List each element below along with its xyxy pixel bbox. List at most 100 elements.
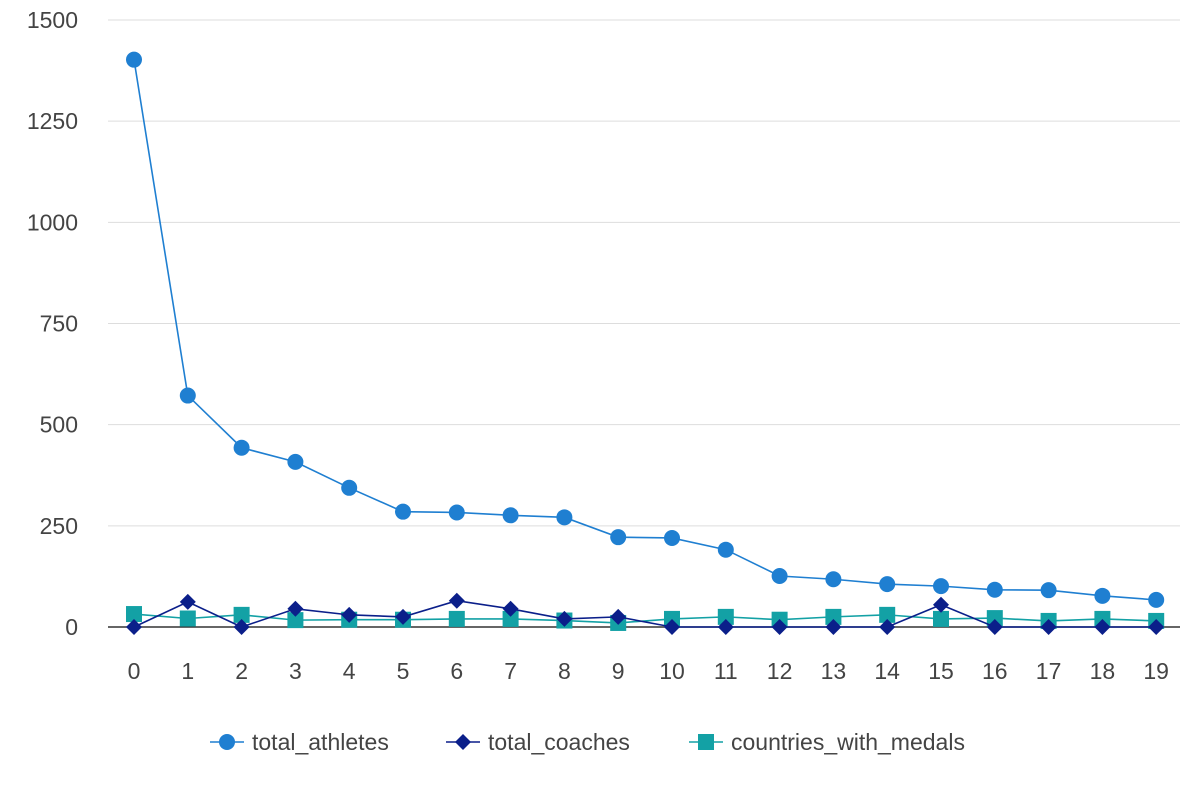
legend-label-total_coaches: total_coaches bbox=[488, 729, 630, 755]
legend-label-countries_with_medals: countries_with_medals bbox=[731, 729, 965, 755]
data-point-countries_with_medals-6 bbox=[448, 610, 465, 627]
x-tick-label-18: 18 bbox=[1090, 658, 1116, 684]
series-line-total_coaches bbox=[133, 599, 1157, 628]
data-point-total_coaches-8 bbox=[556, 610, 573, 627]
data-point-total_athletes-4 bbox=[341, 479, 358, 496]
data-point-total_athletes-15 bbox=[933, 578, 949, 595]
x-tick-label-4: 4 bbox=[343, 658, 356, 684]
series-total_coaches bbox=[126, 592, 1165, 635]
data-point-total_athletes-11 bbox=[717, 541, 734, 558]
data-point-total_coaches-2 bbox=[233, 619, 250, 635]
legend-marker-countries_with_medals bbox=[698, 734, 714, 750]
data-point-countries_with_medals-18 bbox=[1094, 610, 1111, 627]
data-point-total_coaches-13 bbox=[825, 619, 842, 635]
y-tick-label-500: 500 bbox=[40, 412, 78, 438]
x-axis-ticks: 0 1 2 3 4 5 6 7 8 9 10 11 12 13 14 15 16 17 18 19 bbox=[128, 658, 1169, 684]
legend-item-total_coaches: total_coaches bbox=[446, 729, 630, 755]
data-point-countries_with_medals-10 bbox=[664, 610, 680, 627]
data-point-countries_with_medals-16 bbox=[986, 610, 1003, 627]
x-tick-label-19: 19 bbox=[1143, 658, 1169, 684]
data-point-total_athletes-6 bbox=[448, 504, 465, 521]
x-tick-label-7: 7 bbox=[504, 658, 517, 684]
data-point-total_coaches-1 bbox=[179, 593, 196, 610]
data-point-countries_with_medals-7 bbox=[502, 610, 519, 627]
data-point-total_coaches-12 bbox=[771, 619, 788, 635]
data-point-total_coaches-14 bbox=[879, 619, 896, 635]
data-point-total_athletes-18 bbox=[1094, 587, 1111, 604]
data-point-total_athletes-5 bbox=[395, 503, 411, 520]
legend-marker-total_coaches bbox=[455, 734, 471, 750]
data-point-total_athletes-13 bbox=[825, 571, 842, 588]
data-point-total_coaches-17 bbox=[1040, 619, 1057, 635]
data-point-total_athletes-3 bbox=[287, 453, 304, 470]
data-point-countries_with_medals-11 bbox=[717, 608, 734, 625]
x-tick-label-17: 17 bbox=[1036, 658, 1062, 684]
data-point-countries_with_medals-1 bbox=[179, 610, 196, 627]
data-point-total_coaches-3 bbox=[287, 600, 304, 617]
data-point-total_athletes-10 bbox=[664, 529, 680, 546]
data-point-total_athletes-1 bbox=[179, 387, 196, 404]
y-tick-label-750: 750 bbox=[40, 311, 78, 337]
data-point-total_athletes-19 bbox=[1148, 591, 1165, 608]
x-tick-label-5: 5 bbox=[397, 658, 410, 684]
data-point-total_coaches-4 bbox=[341, 606, 358, 623]
legend-item-total_athletes: total_athletes bbox=[210, 729, 389, 755]
series-group bbox=[126, 51, 1165, 635]
gridlines bbox=[108, 19, 1180, 527]
data-point-total_coaches-7 bbox=[502, 600, 519, 617]
data-point-total_athletes-17 bbox=[1040, 582, 1057, 599]
x-tick-label-2: 2 bbox=[235, 658, 248, 684]
data-point-total_athletes-7 bbox=[502, 507, 519, 524]
data-point-total_athletes-2 bbox=[233, 439, 250, 456]
x-tick-label-9: 9 bbox=[612, 658, 625, 684]
data-point-total_coaches-15 bbox=[933, 596, 949, 613]
data-point-total_coaches-11 bbox=[717, 619, 734, 635]
y-tick-label-1500: 1500 bbox=[27, 7, 78, 33]
data-point-total_athletes-12 bbox=[771, 568, 788, 585]
x-tick-label-16: 16 bbox=[982, 658, 1008, 684]
x-tick-label-1: 1 bbox=[181, 658, 194, 684]
y-tick-label-0: 0 bbox=[65, 614, 78, 640]
x-tick-label-8: 8 bbox=[558, 658, 571, 684]
y-tick-label-1000: 1000 bbox=[27, 209, 78, 235]
data-point-countries_with_medals-13 bbox=[825, 608, 842, 625]
x-tick-label-0: 0 bbox=[128, 658, 141, 684]
series-total_athletes bbox=[126, 51, 1165, 608]
data-point-total_coaches-5 bbox=[395, 608, 411, 625]
x-tick-label-6: 6 bbox=[450, 658, 463, 684]
data-point-total_coaches-16 bbox=[986, 619, 1003, 635]
data-point-countries_with_medals-0 bbox=[126, 606, 142, 623]
legend-item-countries_with_medals: countries_with_medals bbox=[689, 729, 965, 755]
legend-label-total_athletes: total_athletes bbox=[252, 729, 389, 755]
data-point-countries_with_medals-2 bbox=[233, 606, 250, 623]
data-point-total_coaches-9 bbox=[610, 608, 627, 625]
legend: total_athletes total_coaches countries_wit… bbox=[210, 729, 965, 755]
x-tick-label-3: 3 bbox=[289, 658, 302, 684]
x-tick-label-15: 15 bbox=[928, 658, 954, 684]
data-point-countries_with_medals-15 bbox=[933, 610, 949, 627]
x-tick-label-14: 14 bbox=[874, 658, 900, 684]
x-tick-label-12: 12 bbox=[767, 658, 793, 684]
y-tick-label-1250: 1250 bbox=[27, 108, 78, 134]
data-point-countries_with_medals-14 bbox=[879, 606, 896, 623]
data-point-countries_with_medals-3 bbox=[287, 612, 304, 629]
x-tick-label-10: 10 bbox=[659, 658, 685, 684]
legend-marker-total_athletes bbox=[219, 734, 235, 750]
data-point-total_athletes-14 bbox=[879, 576, 896, 593]
data-point-total_coaches-18 bbox=[1094, 619, 1111, 635]
data-point-total_athletes-9 bbox=[610, 529, 627, 546]
data-point-total_athletes-8 bbox=[556, 509, 573, 526]
data-point-total_athletes-16 bbox=[986, 581, 1003, 598]
data-point-total_coaches-0 bbox=[126, 619, 142, 635]
series-line-total_athletes bbox=[133, 59, 1157, 601]
data-point-total_coaches-6 bbox=[448, 592, 465, 609]
series-line-countries_with_medals bbox=[133, 613, 1157, 624]
x-tick-label-13: 13 bbox=[821, 658, 847, 684]
data-point-total_coaches-10 bbox=[664, 619, 680, 635]
x-tick-label-11: 11 bbox=[714, 658, 738, 684]
data-point-total_athletes-0 bbox=[126, 51, 142, 68]
y-tick-label-250: 250 bbox=[40, 513, 78, 539]
data-point-total_coaches-19 bbox=[1148, 619, 1165, 635]
